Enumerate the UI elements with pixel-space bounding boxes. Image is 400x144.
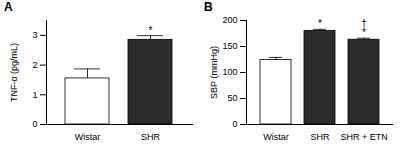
svg-text:50: 50 xyxy=(227,93,237,103)
svg-text:100: 100 xyxy=(222,67,237,77)
svg-text:SHR: SHR xyxy=(141,132,161,142)
html-text:B: B xyxy=(204,0,213,14)
svg-text:3: 3 xyxy=(32,30,37,40)
svg-text:150: 150 xyxy=(222,41,237,51)
svg-text:200: 200 xyxy=(222,15,237,25)
svg-text:0: 0 xyxy=(232,119,237,129)
svg-text:Wistar: Wistar xyxy=(75,132,101,142)
svg-text:1: 1 xyxy=(32,90,37,100)
svg-text:SBP (mmHg): SBP (mmHg) xyxy=(209,46,219,99)
svg-text:*: * xyxy=(318,18,322,29)
svg-text:SHR + ETN: SHR + ETN xyxy=(340,132,387,142)
svg-text:*: * xyxy=(149,25,153,36)
svg-text:SHR: SHR xyxy=(310,132,330,142)
svg-text:†*: †* xyxy=(361,18,367,38)
svg-text:Wistar: Wistar xyxy=(263,132,289,142)
svg-text:2: 2 xyxy=(32,60,37,70)
html-text:A: A xyxy=(4,0,13,14)
svg-text:TNF-α (pg/mL): TNF-α (pg/mL) xyxy=(9,43,19,102)
svg-text:0: 0 xyxy=(32,119,37,129)
